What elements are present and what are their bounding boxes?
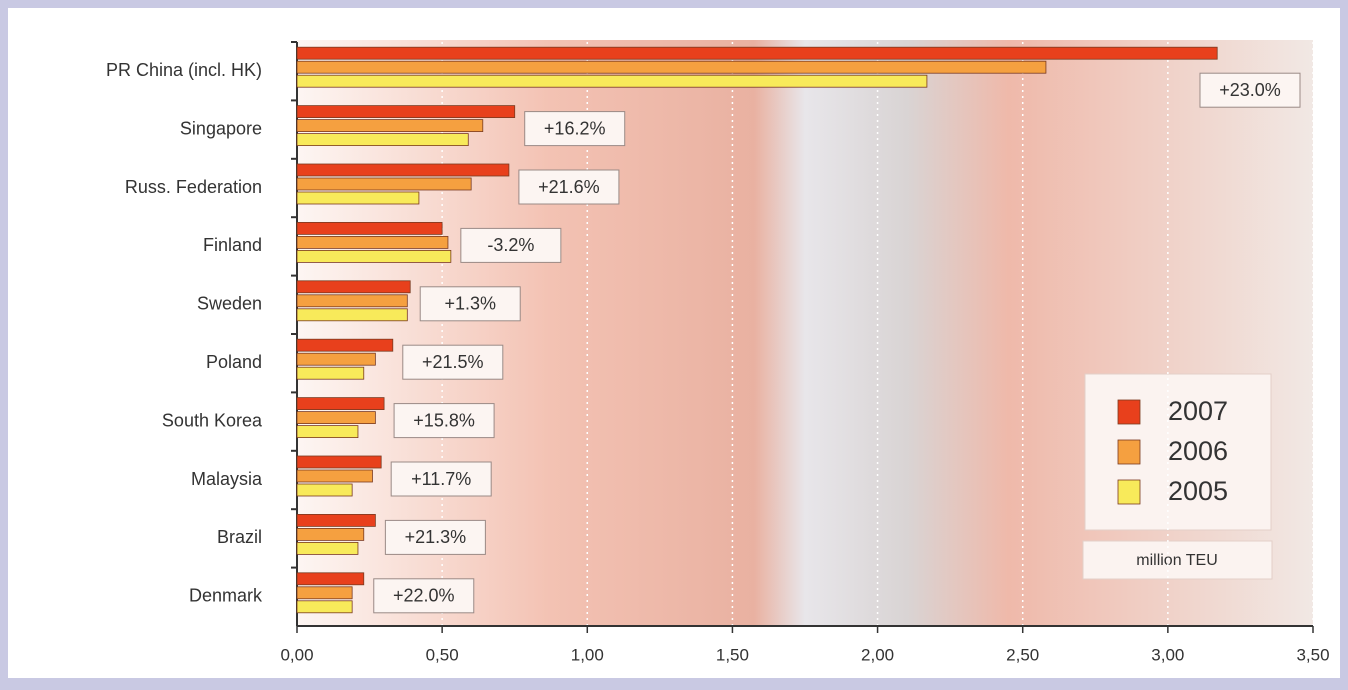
bar [296,586,353,600]
x-tick-label: 1,50 [716,645,749,664]
legend-box [1084,373,1272,531]
annotation-box [393,403,495,439]
bar [296,221,443,235]
bar [296,280,411,294]
annotation-box [518,169,620,205]
y-tick-label: Singapore [180,118,262,138]
bar [296,249,452,263]
annotation: +15.8% [413,410,475,430]
y-tick-label: Malaysia [191,469,263,489]
bar [296,542,359,555]
annotation: +22.0% [393,586,455,606]
y-tick-label: Brazil [217,527,262,547]
legend: million TEU 2007 2006 2005 [1082,373,1273,580]
y-tick-label: South Korea [162,410,263,430]
x-tick-label: 2,00 [861,645,894,664]
bar [296,74,928,88]
bar [296,425,359,439]
legend-label: 2005 [1168,476,1228,506]
x-tick-label: 0,50 [426,645,459,664]
x-tick-label: 0,00 [280,645,313,664]
bar [296,60,1047,74]
legend-swatch [1117,399,1141,425]
bar [296,483,353,497]
legend-swatch [1117,439,1141,465]
x-tick-label: 3,50 [1296,645,1329,664]
annotation-box [402,344,504,380]
annotation: +16.2% [544,118,606,138]
unit-box [1082,540,1273,580]
x-tick-label: 3,00 [1151,645,1184,664]
bar [296,191,420,205]
annotation: +23.0% [1219,80,1281,100]
annotation: +1.3% [444,294,496,314]
bar [296,177,472,191]
y-tick-label: Poland [206,352,262,372]
y-tick-label: Denmark [189,586,263,606]
bar [296,514,376,527]
annotation: +21.3% [405,527,467,547]
bar [296,397,385,411]
x-tick-label: 2,50 [1006,645,1039,664]
annotation-box [460,227,562,263]
x-tick-label: 1,00 [571,645,604,664]
bar [296,133,469,147]
bar [296,352,376,366]
annotation: -3.2% [487,235,534,255]
bar [296,119,484,132]
annotation-box [1199,72,1301,108]
bar [296,105,516,118]
bar [296,366,365,380]
bar [296,308,408,322]
bar [296,46,1218,60]
y-tick-label: PR China (incl. HK) [106,60,262,80]
y-tick-label: Russ. Federation [125,177,262,197]
bar [296,235,449,249]
bar [296,411,376,425]
annotation: +21.5% [422,352,484,372]
annotation: +21.6% [538,177,600,197]
y-tick-label: Sweden [197,294,262,314]
bar [296,455,382,469]
annotation-box [524,111,626,147]
legend-swatch [1117,479,1141,505]
bar [296,163,510,177]
y-tick-label: Finland [203,235,262,255]
unit-label: million TEU [1136,552,1218,569]
annotation-box [390,461,492,497]
bar [296,338,394,352]
bar [296,528,365,541]
legend-label: 2007 [1168,396,1228,426]
bar [296,600,353,614]
bar [296,469,373,483]
bar [296,572,365,586]
bar [296,294,408,308]
annotation-box [384,519,486,555]
annotation-box [419,286,521,322]
annotation: +11.7% [411,469,471,489]
annotation-box [373,578,475,614]
legend-label: 2006 [1168,436,1228,466]
